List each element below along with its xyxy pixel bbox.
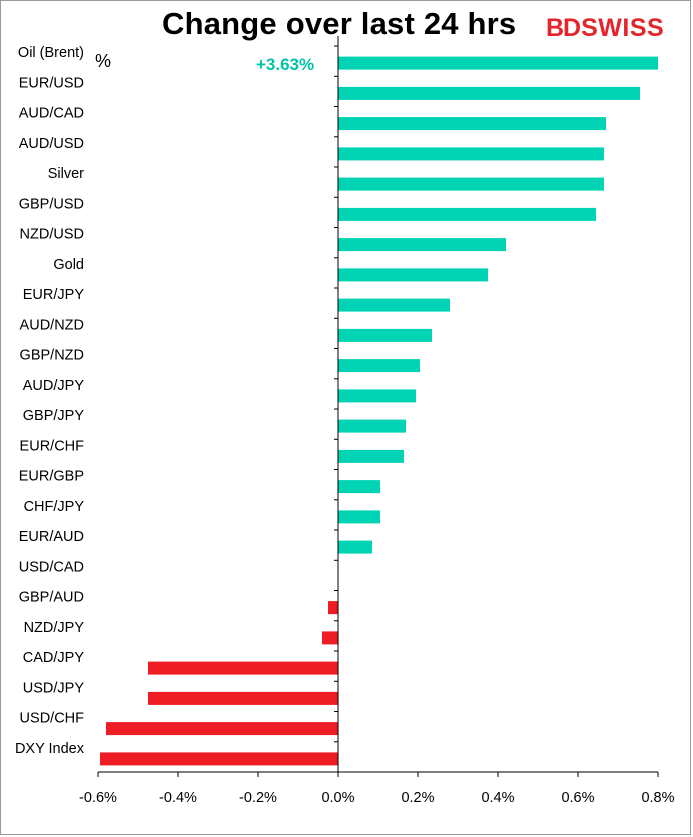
- bar-aud-cad: [338, 117, 606, 131]
- category-label: USD/JPY: [23, 680, 85, 696]
- bar-aud-nzd: [338, 328, 432, 342]
- bar-eur-aud: [338, 540, 372, 554]
- axes-group: [97, 36, 659, 777]
- category-label: Oil (Brent): [18, 45, 84, 61]
- category-label: Silver: [48, 166, 84, 182]
- bar-eur-jpy: [338, 298, 450, 312]
- category-label: EUR/CHF: [20, 438, 85, 454]
- bar-nzd-jpy: [322, 631, 338, 645]
- oil-value-annotation: +3.63%: [256, 55, 315, 74]
- category-label: AUD/USD: [19, 136, 84, 152]
- bar-gbp-aud: [328, 601, 338, 615]
- category-label: AUD/CAD: [19, 106, 84, 122]
- category-label: EUR/AUD: [19, 529, 84, 545]
- category-label: CAD/JPY: [23, 650, 85, 666]
- bar-dxy-index: [100, 752, 338, 766]
- category-label: CHF/JPY: [24, 499, 85, 515]
- category-label: GBP/USD: [19, 196, 84, 212]
- bar-chf-jpy: [338, 510, 380, 524]
- x-tick-label: 0.6%: [561, 790, 594, 806]
- bar-usd-jpy: [148, 691, 338, 705]
- category-label: USD/CAD: [19, 559, 84, 575]
- category-labels: Oil (Brent) EUR/USD AUD/CAD AUD/USD Silver GB…: [15, 45, 85, 757]
- bar-silver: [338, 177, 604, 191]
- category-label: NZD/USD: [20, 227, 84, 243]
- category-label: EUR/USD: [19, 75, 84, 91]
- category-label: EUR/GBP: [19, 469, 84, 485]
- brand-logo-part2: SWISS: [581, 14, 665, 42]
- x-tick-label: 0.8%: [641, 790, 674, 806]
- x-tick-label: -0.4%: [159, 790, 197, 806]
- category-label: Gold: [53, 257, 84, 273]
- bar-eur-usd: [338, 86, 640, 100]
- bars-group: [100, 56, 658, 766]
- chart-title: Change over last 24 hrs: [162, 6, 517, 41]
- category-label: NZD/JPY: [24, 620, 85, 636]
- bar-aud-usd: [338, 147, 604, 161]
- unit-label: %: [95, 51, 112, 71]
- x-tick-label: 0.0%: [321, 790, 354, 806]
- x-tick-label: -0.2%: [239, 790, 277, 806]
- brand-logo: BDSWISS: [546, 14, 664, 43]
- category-label: GBP/NZD: [20, 348, 84, 364]
- bar-aud-jpy: [338, 389, 416, 403]
- x-tick-labels: -0.6% -0.4% -0.2% 0.0% 0.2% 0.4% 0.6% 0.8%: [79, 790, 675, 806]
- bar-gbp-nzd: [338, 359, 420, 373]
- x-tick-label: 0.2%: [401, 790, 434, 806]
- category-label: AUD/JPY: [23, 378, 85, 394]
- category-label: EUR/JPY: [23, 287, 85, 303]
- bar-eur-chf: [338, 449, 404, 463]
- bar-nzd-usd: [338, 238, 506, 252]
- category-label: AUD/NZD: [20, 317, 84, 333]
- bar-usd-chf: [106, 722, 338, 736]
- bar-gbp-usd: [338, 207, 596, 221]
- x-tick-label: -0.6%: [79, 790, 117, 806]
- x-tick-label: 0.4%: [481, 790, 514, 806]
- brand-logo-part1: BD: [546, 14, 581, 42]
- bar-cad-jpy: [148, 661, 338, 675]
- bar-gold: [338, 268, 488, 282]
- bar-eur-gbp: [338, 480, 380, 494]
- category-label: DXY Index: [15, 741, 85, 757]
- bar-oil-brent: [338, 56, 658, 70]
- bar-gbp-jpy: [338, 419, 406, 433]
- category-label: GBP/JPY: [23, 408, 85, 424]
- category-label: USD/CHF: [20, 711, 85, 727]
- category-label: GBP/AUD: [19, 590, 84, 606]
